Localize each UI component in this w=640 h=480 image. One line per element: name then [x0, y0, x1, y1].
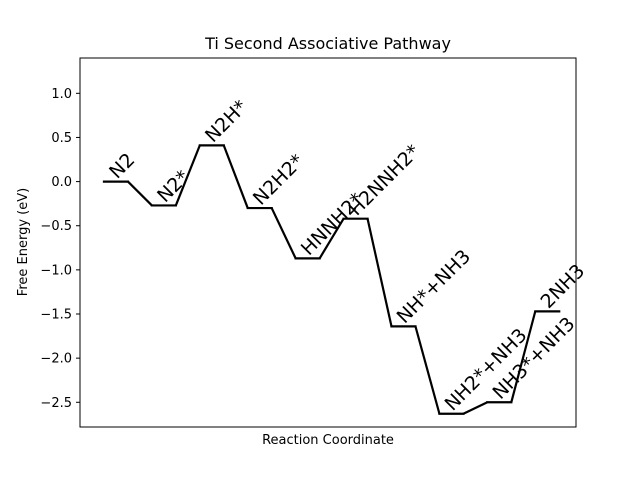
series-lines	[102, 144, 561, 415]
step-labels: N2N2*N2H*N2H2*HNNH2*H2NNH2*NH*+NH3NH2*+N…	[105, 96, 589, 415]
plot-area	[79, 57, 577, 428]
y-tick-label: −1.0	[40, 263, 72, 278]
y-tick-label: −1.5	[40, 308, 72, 323]
y-axis-label: Free Energy (eV)	[16, 188, 31, 296]
step-label: 2NH3	[536, 260, 589, 313]
y-tick-label: 1.0	[51, 87, 72, 102]
step-label: NH*+NH3	[393, 246, 475, 328]
transition-line	[127, 180, 153, 207]
transition-line	[414, 326, 441, 415]
transition-line	[174, 144, 201, 206]
step-label: N2H*	[201, 96, 252, 147]
x-axis-label: Reaction Coordinate	[262, 433, 394, 448]
transition-line	[270, 207, 297, 259]
transition-line	[510, 311, 537, 403]
y-tick-label: −0.5	[40, 219, 72, 234]
step-label: H2NNH2*	[345, 141, 425, 221]
chart-title: Ti Second Associative Pathway	[204, 34, 451, 53]
transition-line	[366, 218, 393, 327]
step-label: N2	[105, 149, 139, 183]
y-tick-label: 0.0	[51, 175, 72, 190]
transition-line	[318, 218, 345, 259]
y-tick-label: −2.0	[40, 352, 72, 367]
y-axis: 1.0 0.5 0.0 −0.5 −1.0 −1.5 −2.0 −2.5	[40, 87, 80, 411]
y-tick-label: 0.5	[51, 131, 72, 146]
y-tick-label: −2.5	[40, 396, 72, 411]
step-label: N2*	[153, 166, 194, 207]
transition-line	[222, 145, 249, 209]
step-label: N2H2*	[249, 150, 309, 210]
transition-line	[462, 401, 488, 415]
